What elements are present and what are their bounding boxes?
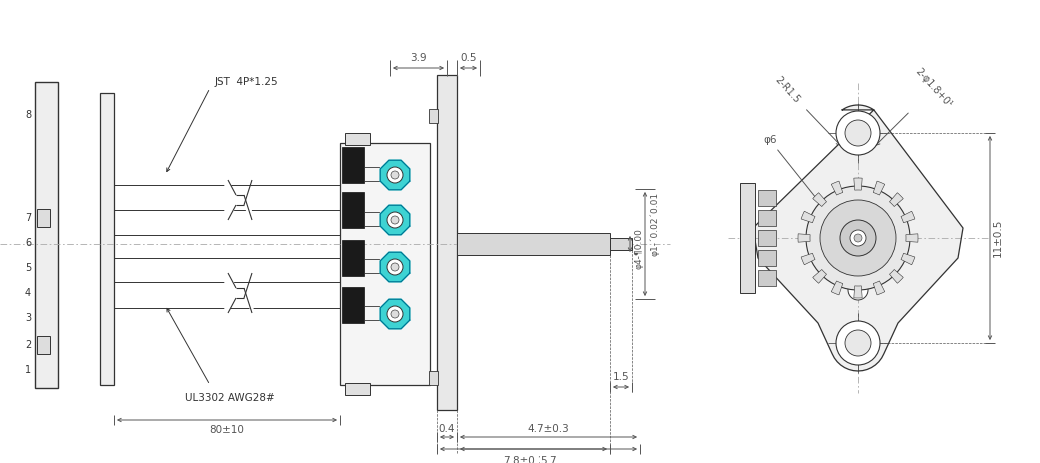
Text: 7.8±0.2: 7.8±0.2 xyxy=(502,456,544,463)
Bar xyxy=(342,240,364,276)
Circle shape xyxy=(387,306,404,322)
Text: φ1-´0.02´0.01: φ1-´0.02´0.01 xyxy=(650,192,659,256)
Polygon shape xyxy=(753,105,963,371)
Bar xyxy=(345,133,370,145)
Text: UL3302 AWG28#: UL3302 AWG28# xyxy=(185,393,275,403)
Circle shape xyxy=(387,212,404,228)
Wedge shape xyxy=(831,281,842,295)
Wedge shape xyxy=(854,286,862,298)
Bar xyxy=(758,230,776,246)
Circle shape xyxy=(806,186,910,290)
Polygon shape xyxy=(225,271,255,315)
Wedge shape xyxy=(889,193,904,206)
Circle shape xyxy=(391,216,399,224)
Text: 0.4: 0.4 xyxy=(439,424,456,434)
Circle shape xyxy=(820,200,896,276)
Bar xyxy=(100,93,114,385)
Text: 8: 8 xyxy=(25,110,31,120)
Circle shape xyxy=(844,330,872,356)
Bar xyxy=(342,147,364,183)
Bar xyxy=(345,383,370,395)
Text: 6: 6 xyxy=(25,238,31,248)
Circle shape xyxy=(387,259,404,275)
Circle shape xyxy=(854,234,862,242)
Text: φ4-¶0.00: φ4-¶0.00 xyxy=(635,229,644,269)
Bar xyxy=(342,287,364,323)
Wedge shape xyxy=(812,193,827,206)
Bar xyxy=(37,336,50,354)
Polygon shape xyxy=(381,205,410,235)
Circle shape xyxy=(391,171,399,179)
Text: 0.5: 0.5 xyxy=(461,53,476,63)
Bar xyxy=(430,371,438,385)
Bar xyxy=(430,109,438,123)
Bar xyxy=(610,238,632,250)
Text: JST  4P*1.25: JST 4P*1.25 xyxy=(215,77,279,87)
Wedge shape xyxy=(854,178,862,190)
Polygon shape xyxy=(225,178,255,222)
Text: 1: 1 xyxy=(25,365,31,375)
Wedge shape xyxy=(801,211,815,223)
Text: 3.9: 3.9 xyxy=(410,53,426,63)
Bar xyxy=(457,233,610,255)
Bar xyxy=(342,192,364,228)
Circle shape xyxy=(391,310,399,318)
Circle shape xyxy=(840,220,876,256)
Text: 80±10: 80±10 xyxy=(210,425,244,435)
Bar xyxy=(758,210,776,226)
Text: 4.7±0.3: 4.7±0.3 xyxy=(527,424,569,434)
Text: 2-R1.5: 2-R1.5 xyxy=(773,75,840,145)
Text: 3: 3 xyxy=(25,313,31,323)
Wedge shape xyxy=(901,253,915,265)
Wedge shape xyxy=(874,181,885,195)
Circle shape xyxy=(844,120,872,146)
Circle shape xyxy=(836,111,880,155)
Wedge shape xyxy=(831,181,842,195)
Text: φ6: φ6 xyxy=(763,135,817,200)
Wedge shape xyxy=(901,211,915,223)
Wedge shape xyxy=(812,269,827,283)
Bar xyxy=(758,250,776,266)
Wedge shape xyxy=(798,234,810,242)
Circle shape xyxy=(387,167,404,183)
Text: 5.7: 5.7 xyxy=(540,456,556,463)
Circle shape xyxy=(836,321,880,365)
Bar xyxy=(740,183,755,293)
Text: 2: 2 xyxy=(25,340,31,350)
Text: 2-φ1.8+0¹: 2-φ1.8+0¹ xyxy=(876,67,954,145)
Wedge shape xyxy=(906,234,918,242)
Circle shape xyxy=(391,263,399,271)
Circle shape xyxy=(850,230,866,246)
Text: 7: 7 xyxy=(25,213,31,223)
Wedge shape xyxy=(889,269,904,283)
Wedge shape xyxy=(874,281,885,295)
Bar xyxy=(437,75,457,410)
Bar xyxy=(758,190,776,206)
Text: 1.5: 1.5 xyxy=(613,372,629,382)
Text: 11±0.5: 11±0.5 xyxy=(993,219,1003,257)
Bar xyxy=(35,82,58,388)
Bar xyxy=(37,209,50,227)
Circle shape xyxy=(848,280,868,300)
Bar xyxy=(758,270,776,286)
Polygon shape xyxy=(381,299,410,329)
Bar xyxy=(340,143,430,385)
Polygon shape xyxy=(381,252,410,282)
Text: 5: 5 xyxy=(25,263,31,273)
Polygon shape xyxy=(381,160,410,190)
Wedge shape xyxy=(801,253,815,265)
Text: 4: 4 xyxy=(25,288,31,298)
